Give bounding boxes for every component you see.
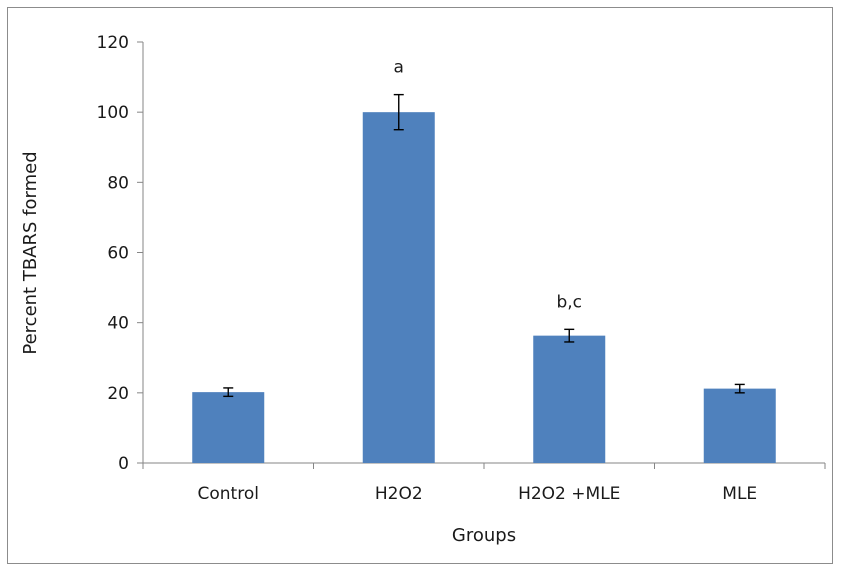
error-bar	[223, 387, 234, 398]
y-axis-ticks: 0 20 40 60 80 100 120	[97, 33, 143, 474]
error-bars	[223, 93, 745, 398]
bar	[192, 392, 265, 463]
error-bar	[734, 383, 745, 394]
y-tick-label: 120	[97, 33, 129, 53]
x-category-label: Control	[198, 484, 259, 504]
bars	[192, 112, 776, 464]
x-axis-labels: Control H2O2 H2O2 +MLE MLE	[198, 484, 758, 504]
bar-annotations: a b,c	[394, 58, 582, 313]
error-bar	[393, 93, 404, 131]
y-tick-label: 100	[97, 103, 129, 123]
x-category-label: H2O2 +MLE	[518, 484, 620, 504]
bar	[362, 112, 435, 464]
y-axis-title: Percent TBARS formed	[20, 151, 41, 354]
y-tick-label: 20	[107, 384, 129, 404]
significance-annotation: a	[394, 58, 404, 78]
bar	[533, 335, 606, 463]
significance-annotation: b,c	[556, 292, 582, 312]
x-category-label: MLE	[722, 484, 757, 504]
x-category-label: H2O2	[375, 484, 423, 504]
y-tick-label: 80	[107, 173, 129, 193]
y-tick-label: 0	[118, 454, 129, 474]
bar	[703, 388, 776, 463]
y-tick-label: 40	[107, 314, 129, 334]
x-axis-title: Groups	[452, 525, 516, 546]
error-bar	[564, 328, 575, 343]
y-tick-label: 60	[107, 244, 129, 264]
